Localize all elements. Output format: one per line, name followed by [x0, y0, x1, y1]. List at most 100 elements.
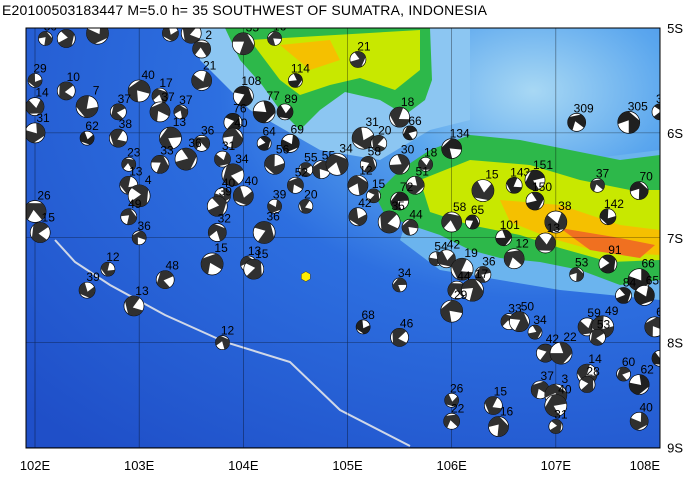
- beachball-compression: [281, 134, 300, 152]
- depth-label: 143: [510, 165, 530, 179]
- beachball-compression: [79, 282, 96, 298]
- depth-label: 13: [173, 115, 187, 129]
- depth-label: 14: [35, 86, 49, 100]
- depth-label: 40: [558, 383, 572, 397]
- beachball-compression: [233, 186, 254, 206]
- beachball-compression: [392, 328, 407, 347]
- beachball-event: 44: [401, 207, 423, 236]
- depth-label: 142: [604, 197, 624, 211]
- depth-label: 17: [475, 267, 489, 281]
- beachball-compression: [26, 99, 44, 114]
- beachball-event: 64: [256, 124, 276, 151]
- beachball-compression: [356, 319, 371, 334]
- axis-labels: 102E 103E 104E 105E 106E 107E 108E 5S 6S 7S 8S 9S: [20, 21, 684, 473]
- depth-label: 36: [188, 136, 202, 150]
- beachball-compression: [525, 170, 545, 191]
- beachball-compression: [58, 29, 75, 48]
- depth-label: 12: [515, 237, 529, 251]
- depth-label: 37: [541, 369, 555, 383]
- sunda-trench: [54, 239, 411, 447]
- depth-label: 42: [358, 196, 372, 210]
- depth-label: 34: [339, 141, 353, 155]
- beachball-event: 22: [443, 401, 465, 430]
- beachball-compression: [630, 181, 649, 200]
- beachball-event: 49: [120, 197, 142, 226]
- beachball-compression: [580, 376, 594, 393]
- beachball-event: 35: [377, 199, 405, 234]
- depth-label: 20: [304, 187, 318, 201]
- beachball-event: 91: [598, 243, 622, 274]
- depth-label: 91: [608, 243, 622, 257]
- beachball-event: 101: [495, 218, 520, 247]
- depth-label: 37: [596, 166, 610, 180]
- beachball-event: 19: [450, 246, 478, 281]
- beachball-event: 309: [567, 101, 594, 132]
- lon-tick-label: 107E: [541, 458, 572, 473]
- beachball-event: 34: [221, 152, 249, 187]
- depth-label: 33: [160, 143, 174, 157]
- beachball-event: 305: [617, 99, 648, 134]
- beachball-compression: [352, 127, 375, 149]
- beachball-compression: [630, 412, 649, 431]
- depth-label: 3: [561, 372, 568, 386]
- beachball-compression: [31, 222, 49, 243]
- depth-label: 39: [86, 270, 100, 284]
- beachball-compression: [159, 127, 182, 150]
- beachball-compression: [403, 125, 417, 140]
- depth-label: 58: [453, 200, 467, 214]
- beachball-event: 42: [437, 238, 460, 269]
- beachball-event: 150: [525, 180, 552, 211]
- beachball-event: 59: [577, 306, 601, 337]
- depth-label: 56: [276, 142, 290, 156]
- beachball-event: 68: [355, 308, 375, 335]
- beachball-event: 13: [159, 115, 187, 150]
- beachball-event: 37: [109, 92, 131, 121]
- depth-label: 16: [273, 19, 287, 33]
- depth-label: 2: [205, 28, 212, 42]
- beachball-event: 26: [26, 189, 51, 223]
- depth-label: 31: [554, 408, 568, 422]
- beachball-event: 58: [441, 200, 467, 233]
- beachball-event: 65: [465, 203, 485, 230]
- depth-label: 65: [471, 203, 485, 217]
- depth-label: 28: [586, 365, 600, 379]
- depth-label: 12: [106, 250, 120, 264]
- depth-label: 22: [451, 401, 465, 415]
- beachball-compression: [277, 105, 293, 119]
- beachball-event: 2: [192, 28, 212, 59]
- beachball-compression: [156, 270, 174, 289]
- beachball-event: 15: [471, 168, 499, 202]
- beachball-compression: [390, 192, 409, 211]
- beachball-event: 48: [155, 259, 179, 290]
- depth-label: 21: [357, 39, 371, 53]
- beachball-compression: [392, 277, 407, 292]
- beachball-event: 322: [651, 92, 660, 121]
- beachball-compression: [151, 155, 169, 174]
- depth-label: 53: [575, 255, 589, 269]
- beachball-compression: [38, 31, 53, 46]
- depth-label: 305: [628, 99, 648, 113]
- depth-label: 50: [521, 300, 535, 314]
- beachball-compression: [652, 351, 660, 365]
- beachball-event: 42: [536, 332, 559, 363]
- beachball-event: 13: [535, 221, 560, 254]
- beachball-compression: [488, 416, 509, 437]
- beachball-event: 16: [267, 19, 287, 46]
- depth-label: 40: [639, 400, 653, 414]
- depth-label: 58: [368, 144, 382, 158]
- beachball-compression: [130, 184, 149, 207]
- beachball-compression: [506, 177, 522, 194]
- beachball-compression: [254, 221, 275, 244]
- beachball-event: 23: [121, 145, 141, 172]
- beachball-compression: [550, 342, 573, 365]
- beachball-compression: [152, 88, 168, 104]
- beachball-event: 20: [298, 187, 318, 214]
- beachball-compression: [617, 367, 631, 382]
- depth-label: 31: [365, 115, 379, 129]
- lat-tick-label: 7S: [667, 231, 683, 246]
- depth-label: 34: [533, 313, 547, 327]
- beachball-compression: [526, 192, 544, 211]
- beachball-compression: [110, 129, 127, 148]
- map-frame: [25, 27, 661, 449]
